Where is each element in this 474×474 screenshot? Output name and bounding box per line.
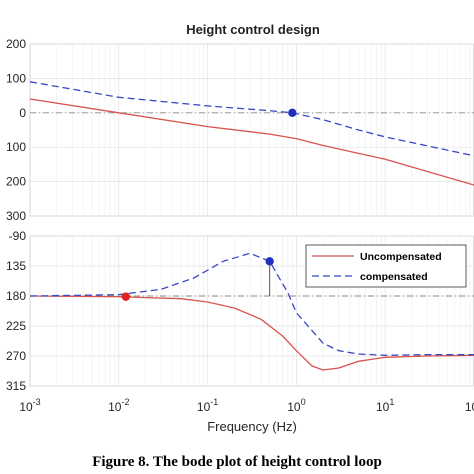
x-axis-ticks: 10-3 10-2 10-1 100 101 102 <box>19 397 474 414</box>
series-line-uncompensated <box>29 98 474 186</box>
phase-y-ticks: -90 135 180 225 270 315 <box>6 229 26 393</box>
magnitude-panel: 200 100 0 100 200 300 <box>6 37 474 223</box>
phase-markers <box>121 257 274 301</box>
x-tick-label: 101 <box>376 397 394 414</box>
y-tick-label: 225 <box>6 319 26 333</box>
x-tick-label: 100 <box>287 397 305 414</box>
y-tick-label: 200 <box>6 37 26 51</box>
y-tick-label: 100 <box>6 140 26 154</box>
y-tick-label: 315 <box>6 379 26 393</box>
y-tick-label: 0 <box>19 106 26 120</box>
chart-title: Height control design <box>186 22 320 37</box>
y-tick-label: 180 <box>6 289 26 303</box>
phase-series <box>29 252 474 371</box>
x-axis-label: Frequency (Hz) <box>207 419 297 434</box>
y-tick-label: 200 <box>6 175 26 189</box>
legend-label-compensated: compensated <box>360 271 428 283</box>
x-tick-label: 102 <box>465 397 474 414</box>
legend-box <box>305 244 467 288</box>
y-tick-label: 135 <box>6 259 26 273</box>
phase-panel: -90 135 180 225 270 315 Uncompensated compens… <box>6 229 474 393</box>
y-tick-label: -90 <box>9 229 27 243</box>
figure-caption: Figure 8. The bode plot of height contro… <box>92 454 382 470</box>
x-tick-label: 10-3 <box>19 397 40 414</box>
series-line-uncompensated <box>29 295 474 371</box>
magnitude-grid <box>29 43 474 217</box>
series-line-compensated <box>29 252 474 356</box>
magnitude-markers <box>288 108 297 118</box>
legend-label-uncompensated: Uncompensated <box>360 251 442 263</box>
legend: Uncompensated compensated <box>305 244 467 288</box>
crossover-marker <box>288 108 297 118</box>
crossover-marker <box>121 292 131 301</box>
y-tick-label: 100 <box>6 71 26 85</box>
x-tick-label: 10-2 <box>108 397 129 414</box>
crossover-marker <box>265 257 274 266</box>
y-tick-label: 300 <box>6 209 26 223</box>
x-tick-label: 10-1 <box>197 397 218 414</box>
magnitude-y-ticks: 200 100 0 100 200 300 <box>6 37 26 223</box>
magnitude-axes-frame <box>29 43 474 217</box>
y-tick-label: 270 <box>6 349 26 363</box>
